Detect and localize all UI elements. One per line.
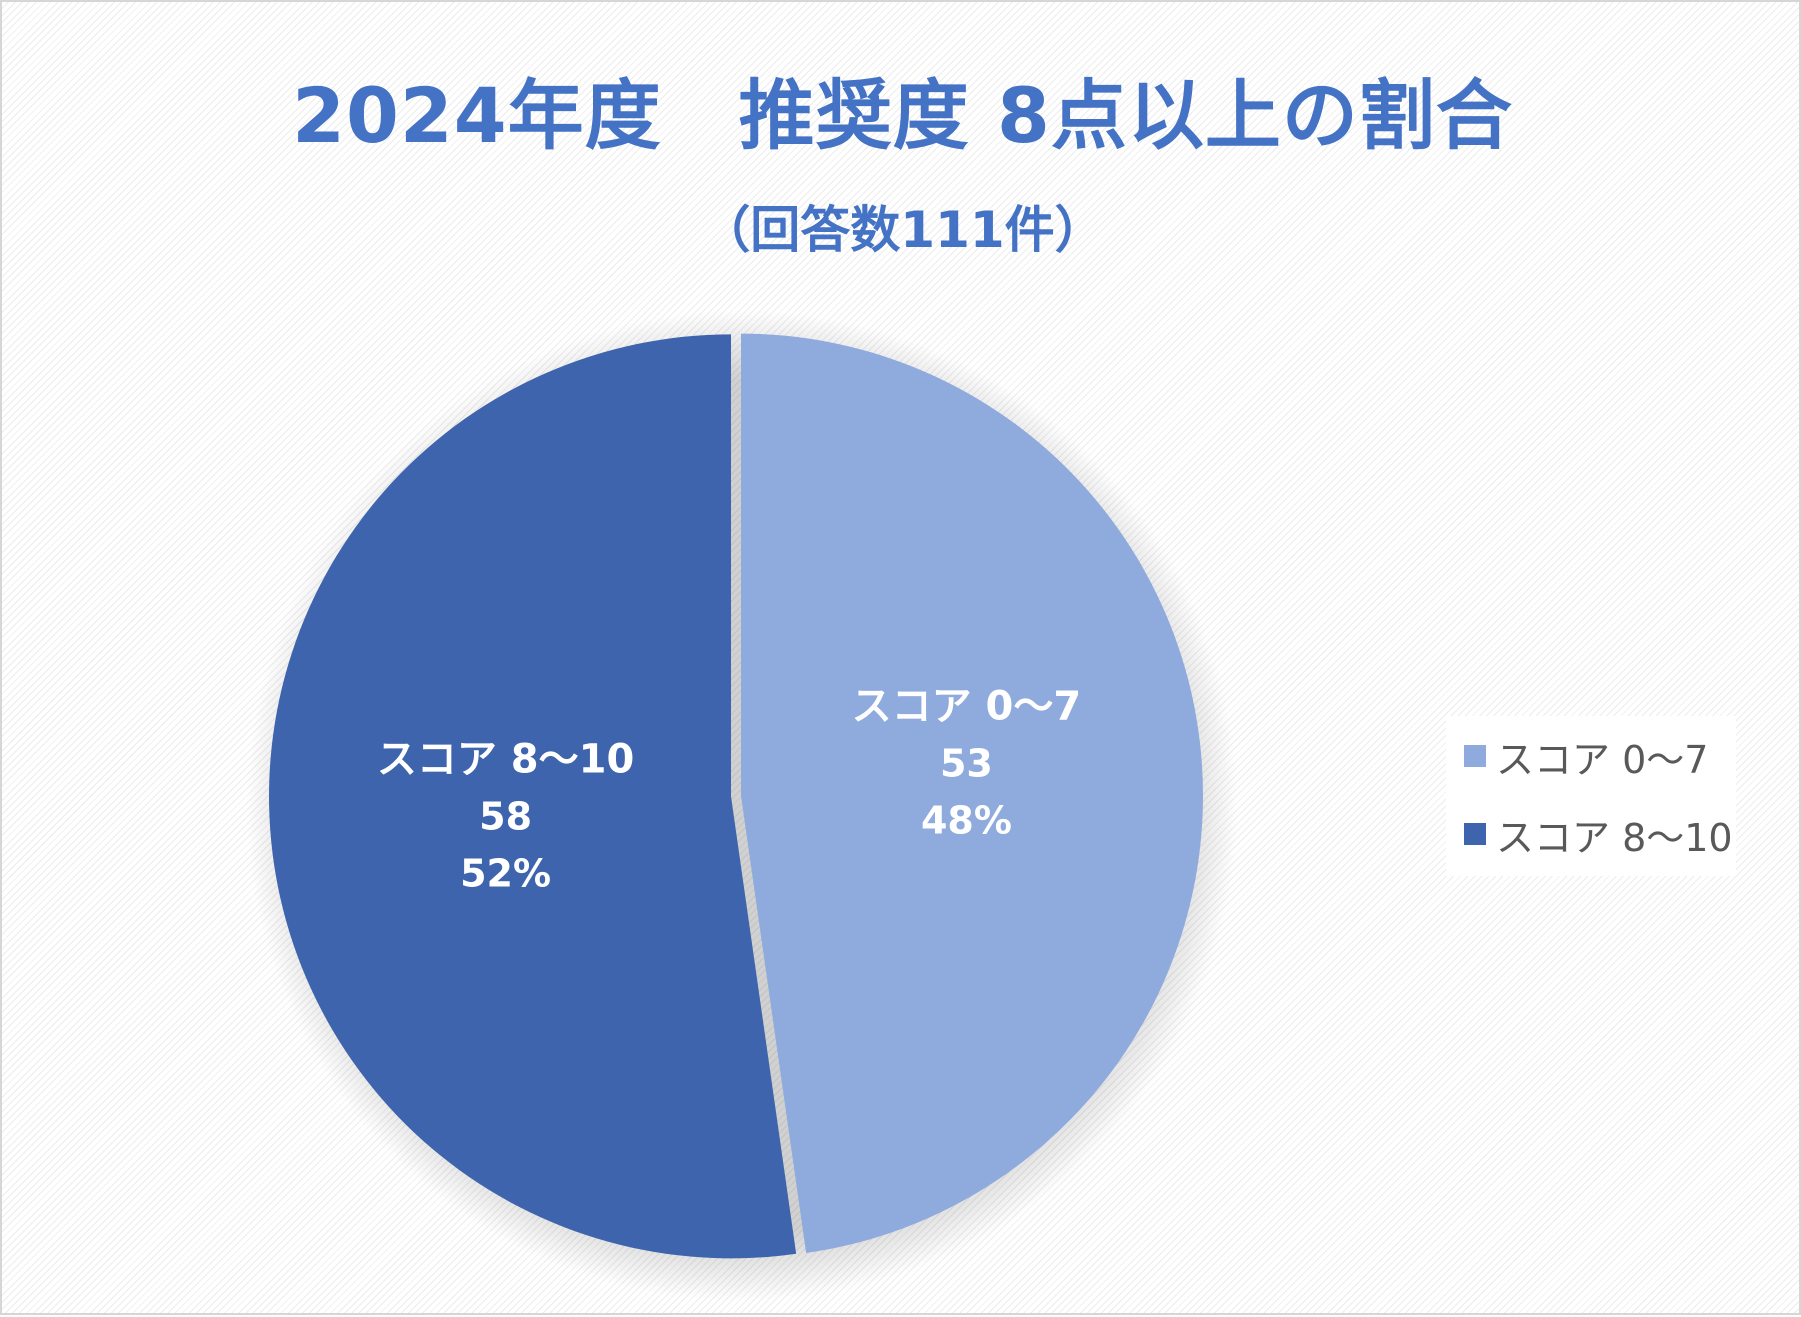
- legend-item-score-0-7: スコア 0～7: [1464, 736, 1736, 782]
- pie-slice-score-0-7: [740, 333, 1203, 1254]
- data-label-value-score-0-7: 53: [940, 742, 993, 786]
- pie-slice-score-8-10: [269, 334, 797, 1259]
- data-label-category-score-0-7: スコア 0～7: [852, 684, 1082, 730]
- legend-swatch-score-8-10: [1464, 823, 1486, 845]
- legend-swatch-score-0-7: [1464, 745, 1486, 767]
- data-label-percent-score-8-10: 52%: [460, 851, 551, 895]
- legend-label-score-0-7: スコア 0～7: [1496, 737, 1709, 782]
- chart-title: 2024年度 推奨度 8点以上の割合: [292, 71, 1513, 160]
- data-label-category-score-8-10: スコア 8～10: [377, 736, 634, 782]
- legend-label-score-8-10: スコア 8～10: [1496, 815, 1733, 860]
- chart-subtitle: （回答数111件）: [700, 201, 1105, 259]
- legend-item-score-8-10: スコア 8～10: [1464, 814, 1736, 860]
- data-label-value-score-8-10: 58: [479, 794, 532, 838]
- data-label-percent-score-0-7: 48%: [921, 799, 1012, 843]
- legend: スコア 0～7 スコア 8～10: [1446, 716, 1736, 876]
